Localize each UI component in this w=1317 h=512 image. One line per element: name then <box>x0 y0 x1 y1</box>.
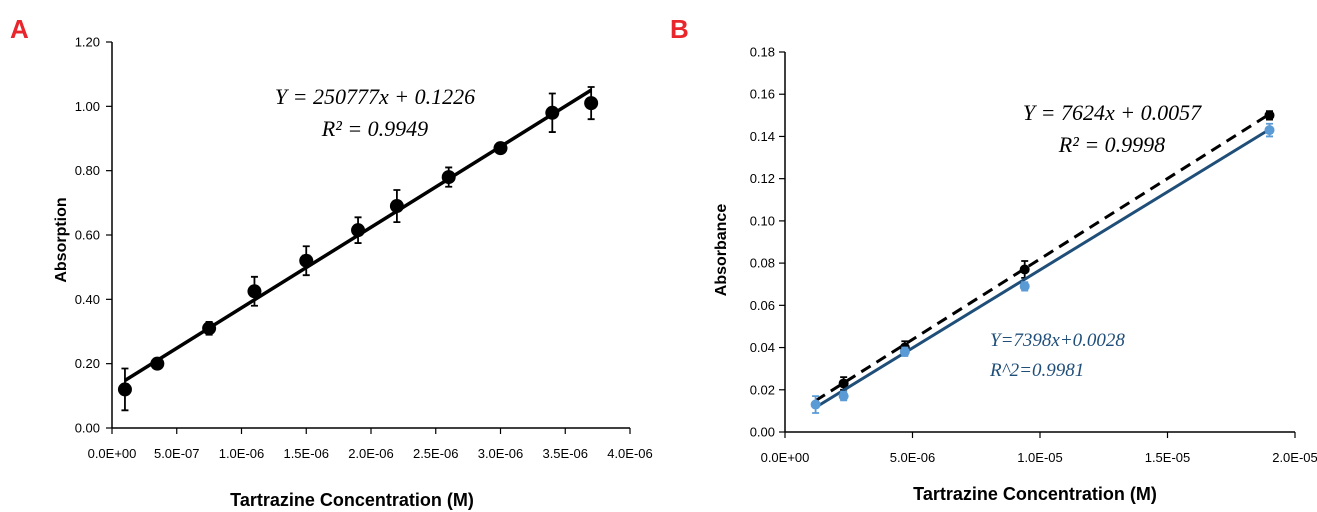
x-axis-title-a: Tartrazine Concentration (M) <box>230 490 474 510</box>
x-tick-label-a: 2.5E-06 <box>413 446 459 461</box>
y-tick-label-a: 0.60 <box>75 228 100 243</box>
data-point-a-0 <box>351 223 366 238</box>
x-tick-label-a: 3.5E-06 <box>542 446 588 461</box>
data-point-b-1 <box>1264 125 1275 136</box>
equation-b-black-line2: R² = 0.9998 <box>1058 132 1165 157</box>
y-tick-label-b: 0.16 <box>750 87 775 102</box>
data-point-b-0 <box>1264 110 1275 121</box>
x-tick-label-a: 5.0E-07 <box>154 446 200 461</box>
x-tick-label-b: 1.5E-05 <box>1145 450 1191 465</box>
data-point-a-0 <box>545 105 560 120</box>
data-point-b-1 <box>1019 281 1030 292</box>
x-tick-label-a: 3.0E-06 <box>478 446 524 461</box>
equation-a-line1: Y = 250777x + 0.1226 <box>275 84 475 109</box>
data-point-a-0 <box>441 170 456 185</box>
y-axis-title-b: Absorbance <box>713 204 730 297</box>
x-tick-labels-a: 0.0E+00 5.0E-07 1.0E-06 1.5E-06 2.0E-06 2.5E-… <box>88 446 653 461</box>
fit-line-b-1 <box>814 128 1271 409</box>
y-axis-title-a: Absorption <box>53 197 70 282</box>
data-point-a-0 <box>117 382 132 397</box>
fit-line-b-0 <box>814 112 1271 402</box>
y-tick-label-a: 1.00 <box>75 99 100 114</box>
y-tick-label-a: 0.20 <box>75 356 100 371</box>
data-point-a-0 <box>247 284 262 299</box>
data-point-b-1 <box>899 346 910 357</box>
x-tick-label-a: 1.5E-06 <box>283 446 329 461</box>
data-point-a-0 <box>493 141 508 156</box>
y-tick-label-b: 0.18 <box>750 45 775 60</box>
x-tick-label-b: 5.0E-06 <box>890 450 936 465</box>
equation-b-black-line1: Y = 7624x + 0.0057 <box>1023 100 1202 125</box>
chart-panel-b: 0.0E+00 5.0E-06 1.0E-05 1.5E-05 2.0E-05 0.00… <box>713 45 1317 505</box>
plot-area-b <box>779 51 1296 438</box>
y-tick-label-b: 0.00 <box>750 425 775 440</box>
y-tick-label-a: 0.00 <box>75 421 100 436</box>
y-tick-label-b: 0.12 <box>750 171 775 186</box>
x-axis-title-b: Tartrazine Concentration (M) <box>913 484 1157 504</box>
x-tick-label-b: 1.0E-05 <box>1017 450 1063 465</box>
data-point-b-1 <box>838 391 849 402</box>
y-tick-label-b: 0.10 <box>750 213 775 228</box>
y-tick-labels-a: 0.00 0.20 0.40 0.60 0.80 1.00 1.20 <box>75 35 100 436</box>
y-tick-label-a: 0.40 <box>75 292 100 307</box>
data-point-a-0 <box>584 96 599 111</box>
x-tick-label-a: 1.0E-06 <box>219 446 265 461</box>
x-tick-label-a: 4.0E-06 <box>607 446 653 461</box>
equation-b-blue-line1: Y=7398x+0.0028 <box>990 330 1125 351</box>
plot-area-a <box>106 41 631 434</box>
y-tick-labels-b: 0.00 0.02 0.04 0.06 0.08 0.10 0.12 0.14 0.16 0.18 <box>750 45 775 440</box>
y-tick-label-b: 0.08 <box>750 256 775 271</box>
y-tick-label-b: 0.14 <box>750 129 775 144</box>
y-tick-label-b: 0.04 <box>750 340 775 355</box>
x-tick-label-a: 2.0E-06 <box>348 446 394 461</box>
data-point-b-0 <box>838 378 849 389</box>
y-tick-label-a: 1.20 <box>75 35 100 50</box>
data-point-a-0 <box>150 356 165 371</box>
chart-panel-a: 0.0E+00 5.0E-07 1.0E-06 1.5E-06 2.0E-06 2.5E-… <box>53 35 653 511</box>
x-tick-label-b: 2.0E-05 <box>1272 450 1317 465</box>
y-tick-label-b: 0.06 <box>750 298 775 313</box>
data-point-a-0 <box>202 321 217 336</box>
data-point-b-1 <box>810 399 821 410</box>
data-point-a-0 <box>299 253 314 268</box>
equation-b-blue-line2: R^2=0.9981 <box>989 360 1084 381</box>
panel-letter-a: A <box>10 14 29 44</box>
y-tick-label-a: 0.80 <box>75 163 100 178</box>
equation-a-line2: R² = 0.9949 <box>321 116 428 141</box>
data-point-b-0 <box>1019 264 1030 275</box>
panel-letter-b: B <box>670 14 689 44</box>
y-tick-label-b: 0.02 <box>750 382 775 397</box>
x-tick-label-b: 0.0E+00 <box>761 450 810 465</box>
data-point-a-0 <box>389 199 404 214</box>
x-tick-label-a: 0.0E+00 <box>88 446 137 461</box>
x-tick-labels-b: 0.0E+00 5.0E-06 1.0E-05 1.5E-05 2.0E-05 <box>761 450 1317 465</box>
